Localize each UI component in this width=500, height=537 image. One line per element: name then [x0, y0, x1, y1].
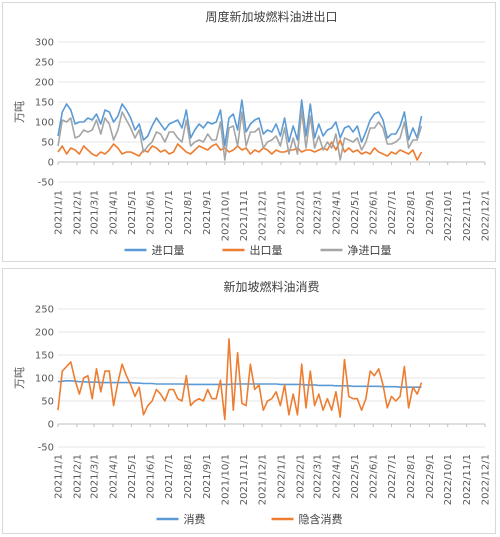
series-line-1 [57, 338, 423, 421]
x-tick-label: 2022/6/1 [369, 454, 380, 499]
x-tick-label: 2021/2/1 [72, 454, 83, 499]
x-tick-label: 2021/4/1 [108, 454, 119, 499]
x-tick-label: 2022/9/1 [425, 454, 436, 499]
legend-entry: 消费 [184, 512, 206, 526]
y-tick-label: 0 [48, 420, 54, 431]
legend-entry: 隐含消费 [299, 512, 343, 526]
x-tick-label: 2022/4/1 [331, 454, 342, 499]
legend-entry: 进口量 [152, 244, 185, 257]
x-tick-label: 2021/5/1 [127, 454, 138, 499]
x-tick-label: 2022/12/1 [481, 190, 492, 241]
y-tick-label: 250 [35, 305, 54, 316]
x-tick-label: 2022/7/1 [387, 190, 398, 235]
x-tick-label: 2021/2/1 [72, 190, 83, 235]
x-tick-label: 2021/6/1 [146, 454, 157, 499]
x-tick-label: 2021/5/1 [127, 190, 138, 235]
x-tick-label: 2021/1/1 [54, 190, 65, 235]
x-tick-label: 2021/3/1 [90, 454, 101, 499]
x-tick-label: 2021/11/1 [239, 190, 250, 241]
x-tick-label: 2022/12/1 [481, 454, 492, 505]
x-tick-label: 2022/9/1 [425, 190, 436, 235]
series-line-2 [57, 109, 423, 161]
x-tick-label: 2021/7/1 [164, 190, 175, 235]
x-tick-label: 2021/8/1 [183, 454, 194, 499]
x-tick-label: 2022/5/1 [350, 190, 361, 235]
x-tick-label: 2021/6/1 [146, 190, 157, 235]
x-tick-label: 2022/11/1 [462, 190, 473, 241]
x-tick-label: 2021/11/1 [239, 454, 250, 505]
y-tick-label: 150 [35, 98, 54, 109]
consumption-chart-panel: 新加坡燃料油消费万吨 -50 0 50 100 150 200 250 2021/1/1 2021… [2, 268, 496, 534]
chart-title: 新加坡燃料油消费 [223, 279, 319, 294]
y-tick-label: 50 [41, 397, 54, 408]
x-tick-label: 2021/8/1 [183, 190, 194, 235]
x-tick-label: 2022/1/1 [276, 190, 287, 235]
x-tick-label: 2021/12/1 [258, 190, 269, 241]
y-axis-label: 万吨 [13, 367, 26, 389]
x-tick-label: 2022/3/1 [313, 190, 324, 235]
x-tick-label: 2022/5/1 [350, 454, 361, 499]
x-tick-label: 2022/6/1 [369, 190, 380, 235]
x-tick-label: 2021/12/1 [258, 454, 269, 505]
series-line-0 [57, 99, 423, 147]
series-line-1 [57, 139, 423, 161]
x-tick-label: 2022/2/1 [295, 190, 306, 235]
y-tick-label: 0 [48, 158, 54, 169]
x-tick-label: 2021/1/1 [54, 454, 65, 499]
x-tick-label: 2021/3/1 [90, 190, 101, 235]
x-tick-label: 2022/2/1 [295, 454, 306, 499]
x-tick-label: 2021/9/1 [202, 190, 213, 235]
y-tick-label: 250 [35, 58, 54, 69]
x-tick-label: 2021/10/1 [220, 454, 231, 505]
x-tick-label: 2022/8/1 [406, 454, 417, 499]
y-tick-label: 100 [35, 118, 54, 129]
y-tick-label: 300 [35, 38, 54, 49]
legend-entry: 出口量 [250, 243, 283, 257]
y-axis-label: 万吨 [13, 101, 26, 123]
x-tick-label: 2021/9/1 [202, 454, 213, 499]
x-tick-label: 2022/4/1 [331, 190, 342, 235]
x-tick-label: 2021/10/1 [220, 190, 231, 241]
y-tick-label: -50 [38, 443, 54, 454]
x-tick-label: 2022/10/1 [443, 190, 454, 241]
x-tick-label: 2021/7/1 [164, 454, 175, 499]
y-tick-label: 100 [35, 374, 54, 385]
x-tick-label: 2022/3/1 [313, 454, 324, 499]
y-tick-label: 50 [41, 138, 54, 149]
x-tick-label: 2022/1/1 [276, 454, 287, 499]
y-tick-label: -50 [38, 178, 54, 189]
legend-entry: 净进口量 [348, 243, 392, 257]
chart-title: 周度新加坡燃料油进出口 [205, 9, 337, 24]
y-tick-label: 150 [35, 351, 54, 362]
import-export-chart-panel: 周度新加坡燃料油进出口万吨 -50 0 50 100 150 200 250 300 2021/1… [2, 2, 496, 262]
x-tick-label: 2022/10/1 [443, 454, 454, 505]
x-tick-label: 2022/11/1 [462, 454, 473, 505]
x-tick-label: 2022/7/1 [387, 454, 398, 499]
x-tick-label: 2022/8/1 [406, 190, 417, 235]
x-tick-label: 2021/4/1 [108, 190, 119, 235]
y-tick-label: 200 [35, 78, 54, 89]
y-tick-label: 200 [35, 328, 54, 339]
